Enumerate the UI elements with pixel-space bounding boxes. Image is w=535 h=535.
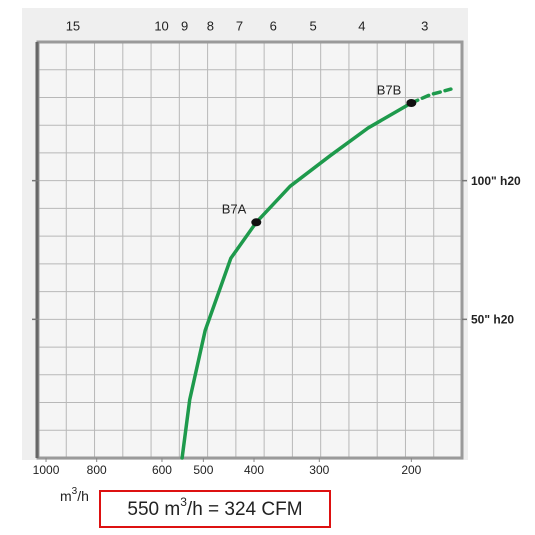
annotation-sup: 3 xyxy=(180,495,187,509)
x2-tick-label: 3 xyxy=(421,18,428,33)
x-tick-label: 1000 xyxy=(33,463,60,477)
x-tick-label: 800 xyxy=(87,463,107,477)
annotation: 550 m3/h = 324 CFM xyxy=(127,495,302,520)
annotation-part: 550 m xyxy=(127,499,180,520)
grid xyxy=(38,42,462,458)
x2-tick-label: 4 xyxy=(358,18,365,33)
y-tick-label: 100" h20 xyxy=(471,174,521,188)
x-tick-label: 400 xyxy=(244,463,264,477)
x-label-sup: 3 xyxy=(72,486,78,497)
curve xyxy=(409,87,453,105)
x-label-part: /h xyxy=(77,488,89,504)
x2-tick-label: 9 xyxy=(181,18,188,33)
x2-tick-label: 10 xyxy=(154,18,168,33)
annotation-part: /h = 324 CFM xyxy=(187,499,303,520)
point-label: B7B xyxy=(377,82,402,97)
plot-area xyxy=(38,42,462,458)
x-tick-label: 200 xyxy=(401,463,421,477)
x2-tick-label: 6 xyxy=(270,18,277,33)
x-axis-label: m3/h xyxy=(60,486,89,504)
x-label-part: m xyxy=(60,488,72,504)
x2-tick-label: 5 xyxy=(309,18,316,33)
x-tick-label: 500 xyxy=(193,463,213,477)
x2-tick-label: 8 xyxy=(207,18,214,33)
operating-point xyxy=(251,218,262,227)
operating-point xyxy=(406,99,417,108)
point-label: B7A xyxy=(222,202,247,217)
x-tick-label: 600 xyxy=(152,463,172,477)
y-tick-label: 50" h20 xyxy=(471,313,514,327)
annotation-box xyxy=(99,490,331,528)
x2-tick-label: 7 xyxy=(236,18,243,33)
x-tick-label: 300 xyxy=(309,463,329,477)
x2-tick-label: 15 xyxy=(66,18,80,33)
